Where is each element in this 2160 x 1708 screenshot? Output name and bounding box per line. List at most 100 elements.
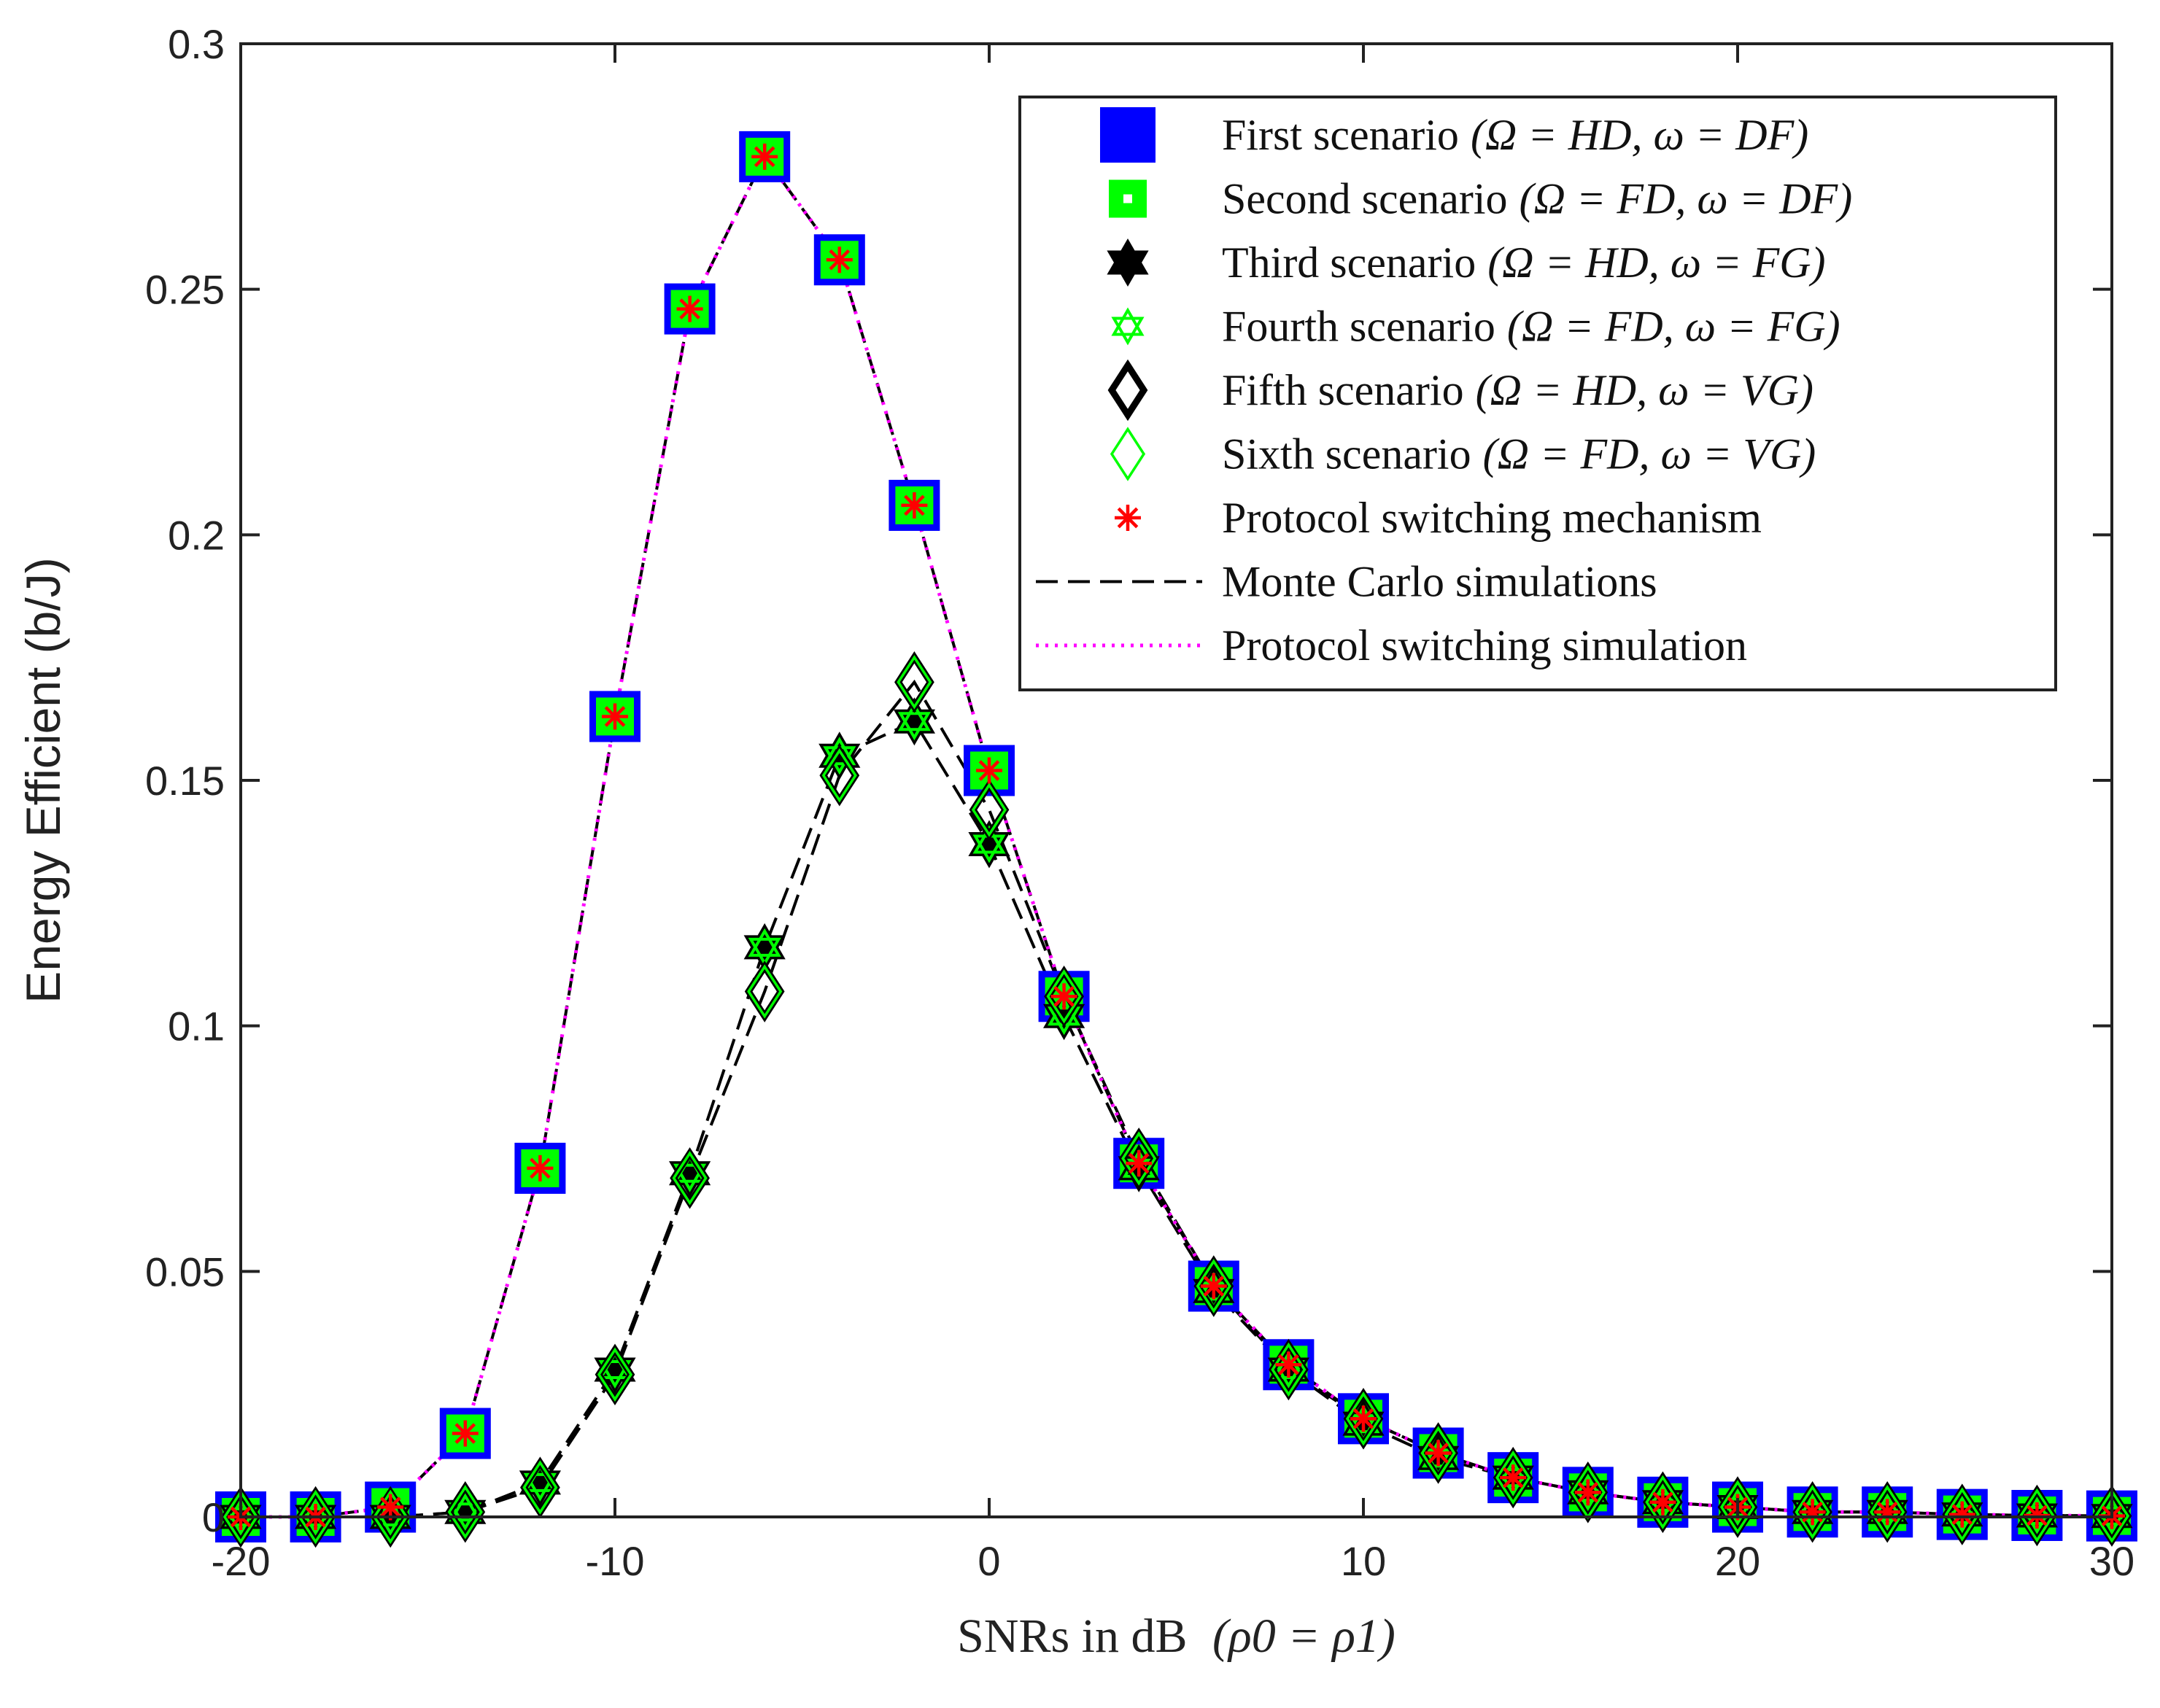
- legend-label-math: (Ω = HD, ω = VG): [1476, 366, 1813, 414]
- data-point-fourth-scenario: [897, 702, 931, 741]
- x-tick-label: 10: [1341, 1538, 1386, 1584]
- legend-label-math: (Ω = FD, ω = VG): [1483, 430, 1816, 478]
- data-point-sixth-scenario: [1046, 969, 1082, 1024]
- y-tick-label: 0.25: [145, 267, 225, 313]
- legend-label-name: Protocol switching simulation: [1222, 621, 1747, 669]
- data-point-sixth-scenario: [522, 1460, 558, 1515]
- legend-label-name: Sixth scenario: [1222, 430, 1471, 478]
- legend-swatch-first: [1100, 107, 1156, 163]
- y-tick-label: 0.05: [145, 1249, 225, 1294]
- legend-label-name: Protocol switching mechanism: [1222, 494, 1762, 542]
- tick-labels: -20 -10 0 10 20 30 0 0.05 0.1 0.15 0.2 0.25 0.3: [145, 21, 2134, 1584]
- data-point-sixth-scenario: [1420, 1426, 1456, 1480]
- data-point-protocol-switching-mechanism: [1203, 1276, 1225, 1297]
- data-point-protocol-switching-mechanism: [1577, 1482, 1599, 1503]
- data-point-protocol-switching-mechanism: [379, 1497, 401, 1518]
- legend-swatch: [1110, 427, 1146, 481]
- legend-label: Second scenario (Ω = FD, ω = DF): [1222, 175, 1852, 223]
- data-point-protocol-switching-mechanism: [1652, 1491, 1673, 1513]
- data-point-protocol-switching-mechanism: [530, 1157, 551, 1179]
- y-tick-label: 0.1: [168, 1004, 225, 1049]
- data-point-protocol-switching-mechanism: [1502, 1467, 1524, 1488]
- data-point-sixth-scenario: [1271, 1342, 1307, 1397]
- legend-label: Sixth scenario (Ω = FD, ω = VG): [1222, 430, 1816, 478]
- axis-ticks: [239, 42, 2113, 1518]
- legend-label-math: (Ω = FD, ω = FG): [1507, 303, 1840, 351]
- data-point-protocol-switching-mechanism: [1128, 1152, 1150, 1174]
- y-tick-label: 0.3: [168, 21, 225, 67]
- data-point-sixth-scenario: [298, 1489, 333, 1545]
- data-point-sixth-scenario: [897, 655, 932, 710]
- legend-label: Third scenario (Ω = HD, ω = FG): [1222, 238, 1826, 287]
- data-point-sixth-scenario: [2094, 1488, 2130, 1543]
- data-point-sixth-scenario: [1719, 1480, 1756, 1534]
- data-point-protocol-switching-mechanism: [1278, 1354, 1299, 1375]
- legend-swatch: [1107, 238, 1149, 287]
- legend-label-math: (Ω = FD, ω = DF): [1520, 175, 1853, 223]
- data-point-protocol-switching-mechanism: [604, 706, 626, 727]
- x-tick-label: -10: [586, 1538, 645, 1584]
- legend-label-name: First scenario: [1222, 111, 1459, 159]
- data-point-sixth-scenario: [1495, 1450, 1531, 1505]
- data-point-sixth-scenario: [1345, 1391, 1382, 1446]
- data-point-sixth-scenario: [971, 783, 1007, 837]
- data-point-protocol-switching-mechanism: [1428, 1443, 1449, 1464]
- legend-label-name: Fifth scenario: [1222, 366, 1464, 414]
- data-point-sixth-scenario: [2019, 1488, 2055, 1543]
- y-axis-title: Energy Efficient (b/J): [16, 557, 70, 1003]
- data-point-protocol-switching-mechanism: [1352, 1408, 1374, 1429]
- data-point-sixth-scenario: [1944, 1487, 1980, 1542]
- legend-label: First scenario (Ω = HD, ω = DF): [1222, 111, 1808, 159]
- data-point-protocol-switching-mechanism: [1053, 985, 1075, 1007]
- data-point-third-scenario: [743, 923, 786, 971]
- legend-label-name: Monte Carlo simulations: [1222, 558, 1657, 606]
- data-point-protocol-switching-mechanism: [2027, 1505, 2048, 1526]
- legend-label: Protocol switching mechanism: [1222, 494, 1762, 542]
- x-tick-label: 0: [978, 1538, 1000, 1584]
- series-line-protocol-switching-mechanism: [241, 153, 2113, 1519]
- data-point-sixth-scenario: [1795, 1485, 1830, 1540]
- data-point-sixth-scenario: [747, 964, 783, 1019]
- data-point-sixth-scenario: [1645, 1475, 1681, 1530]
- y-tick-label: 0.15: [145, 758, 225, 804]
- data-point-sixth-scenario: [447, 1485, 483, 1540]
- legend-label-name: Third scenario: [1222, 238, 1476, 287]
- legend-box: [1018, 96, 2057, 691]
- data-point-protocol-switching-mechanism: [454, 1423, 476, 1444]
- legend: First scenario (Ω = HD, ω = DF) Second sce…: [1018, 96, 2057, 691]
- x-tick-label: -20: [212, 1538, 271, 1584]
- x-axis-title-text: SNRs in dB: [957, 1610, 1187, 1663]
- legend-swatch: [1107, 359, 1148, 422]
- y-tick-label: 0: [202, 1494, 225, 1540]
- legend-label-name: Fourth scenario: [1222, 303, 1495, 351]
- x-tick-label: 20: [1715, 1538, 1760, 1584]
- legend-label: Protocol switching simulation: [1222, 621, 1747, 669]
- legend-label-name: Second scenario: [1222, 175, 1508, 223]
- legend-swatch-second-center: [1123, 194, 1132, 203]
- data-point-sixth-scenario: [1196, 1259, 1231, 1313]
- x-axis-title: SNRs in dB (ρ0 = ρ1): [957, 1610, 1396, 1663]
- x-tick-label: 30: [2089, 1538, 2134, 1584]
- data-point-sixth-scenario: [1870, 1485, 1905, 1540]
- data-point-fourth-scenario: [748, 928, 781, 966]
- data-point-protocol-switching-mechanism: [829, 249, 851, 271]
- data-point-protocol-switching-mechanism: [978, 760, 1000, 781]
- data-point-sixth-scenario: [821, 748, 857, 803]
- legend-swatch: [1111, 307, 1145, 346]
- data-point-sixth-scenario: [222, 1489, 259, 1545]
- data-point-sixth-scenario: [672, 1151, 708, 1206]
- x-axis-title-math: (ρ0 = ρ1): [1212, 1610, 1396, 1663]
- data-point-sixth-scenario: [1121, 1131, 1157, 1186]
- legend-label: Monte Carlo simulations: [1222, 558, 1657, 606]
- legend-label-math: (Ω = HD, ω = FG): [1487, 238, 1825, 287]
- legend-label-math: (Ω = HD, ω = DF): [1471, 111, 1808, 159]
- data-point-protocol-switching-mechanism: [904, 494, 925, 516]
- data-point-sixth-scenario: [597, 1347, 633, 1402]
- legend-label: Fourth scenario (Ω = FD, ω = FG): [1222, 303, 1840, 351]
- data-point-protocol-switching-mechanism: [1951, 1504, 1973, 1525]
- y-tick-label: 0.2: [168, 512, 225, 558]
- legend-swatch: [1117, 507, 1139, 529]
- data-point-protocol-switching-mechanism: [754, 146, 775, 168]
- legend-label: Fifth scenario (Ω = HD, ω = VG): [1222, 366, 1813, 414]
